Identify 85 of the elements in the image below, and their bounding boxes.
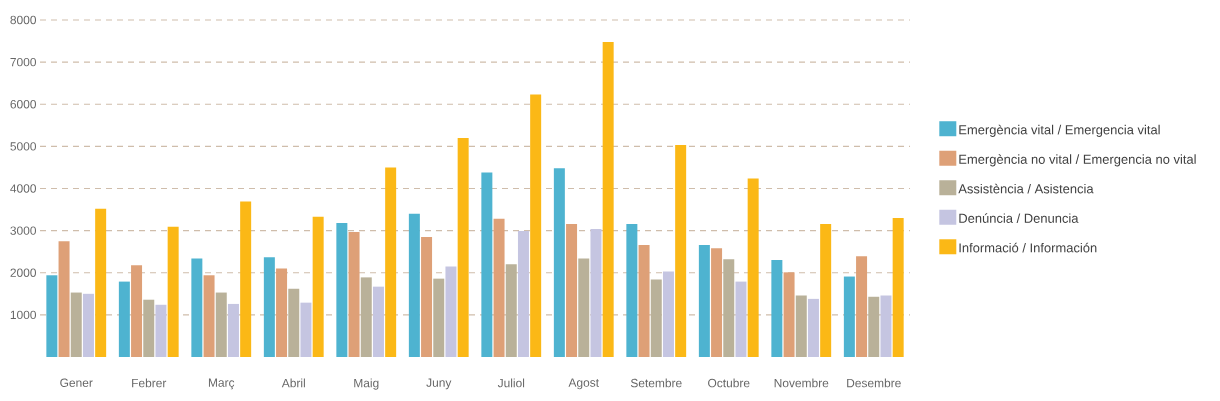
bar <box>372 286 384 357</box>
y-tick-label: 7000 <box>10 57 37 67</box>
bar <box>203 275 215 357</box>
x-tick-label: Novembre <box>774 378 829 388</box>
y-tick-label: 5000 <box>10 142 37 151</box>
bar <box>783 272 795 357</box>
bar <box>191 258 203 357</box>
bar <box>433 278 445 357</box>
bar <box>807 298 819 357</box>
y-tick-label: 4000 <box>10 184 37 193</box>
bar <box>143 299 155 357</box>
bar <box>445 266 457 357</box>
bar <box>408 213 420 357</box>
bar <box>820 223 832 357</box>
x-tick-label: Març <box>208 378 235 390</box>
bar <box>276 268 288 357</box>
legend-label: Emergència no vital / Emergencia no vital <box>959 154 1196 167</box>
bar <box>167 226 179 357</box>
bar <box>58 241 70 357</box>
bar <box>155 304 167 357</box>
bar <box>578 258 590 357</box>
y-tick-label: 6000 <box>10 100 37 109</box>
legend-label: Denúncia / Denuncia <box>959 213 1079 223</box>
bar <box>95 208 107 357</box>
x-tick-label: Febrer <box>132 378 167 388</box>
bar <box>771 260 783 357</box>
bar <box>131 265 143 357</box>
x-tick-label: Juliol <box>497 378 525 388</box>
bar <box>70 292 82 357</box>
bar <box>868 296 880 357</box>
bar <box>348 231 360 357</box>
bar <box>288 288 300 357</box>
bar <box>723 259 735 357</box>
bar <box>566 223 578 357</box>
y-tick-label: 2000 <box>10 268 37 277</box>
bar <box>46 275 58 357</box>
bar <box>650 279 662 357</box>
bar <box>505 264 517 357</box>
bar <box>240 201 252 357</box>
x-tick-label: Juny <box>426 378 452 390</box>
x-tick-label: Setembre <box>630 378 682 388</box>
bar <box>735 281 747 357</box>
bar <box>843 276 855 357</box>
bar <box>892 217 904 357</box>
legend-label: Assistència / Asistencia <box>958 183 1094 194</box>
bar <box>118 281 130 357</box>
bar <box>82 293 94 357</box>
bar <box>530 94 542 357</box>
bar <box>336 223 348 357</box>
x-tick-label: Abril <box>281 378 305 388</box>
bar <box>421 236 433 357</box>
bar <box>638 244 650 357</box>
bar <box>698 244 710 357</box>
bar <box>360 277 372 357</box>
bar <box>856 256 868 357</box>
bar <box>215 292 227 357</box>
y-tick-label: 3000 <box>10 226 37 235</box>
bar <box>553 168 565 357</box>
bar <box>517 231 529 357</box>
bar <box>675 145 687 357</box>
bar <box>481 172 493 357</box>
legend-label: Emergència vital / Emergencia vital <box>959 124 1160 137</box>
bar <box>227 303 239 357</box>
bar <box>457 137 469 357</box>
bar <box>711 248 723 357</box>
x-tick-label: Agost <box>568 378 599 390</box>
x-tick-label: Maig <box>354 378 379 390</box>
bar <box>590 228 602 357</box>
y-tick-label: 8000 <box>10 15 37 25</box>
y-tick-label: 1000 <box>10 310 37 320</box>
bar <box>385 167 397 357</box>
bar <box>662 271 674 357</box>
x-tick-label: Desembre <box>847 378 901 388</box>
legend-label: Informació / Información <box>959 242 1097 253</box>
bar <box>300 302 312 357</box>
bar <box>880 295 892 357</box>
bar <box>795 295 807 357</box>
x-tick-label: Gener <box>60 378 93 387</box>
bar <box>626 223 638 357</box>
bar <box>747 178 759 357</box>
bar <box>493 218 505 357</box>
x-tick-label: Octubre <box>708 378 750 388</box>
bar <box>602 41 614 357</box>
bar <box>312 216 324 357</box>
bar <box>263 257 275 357</box>
